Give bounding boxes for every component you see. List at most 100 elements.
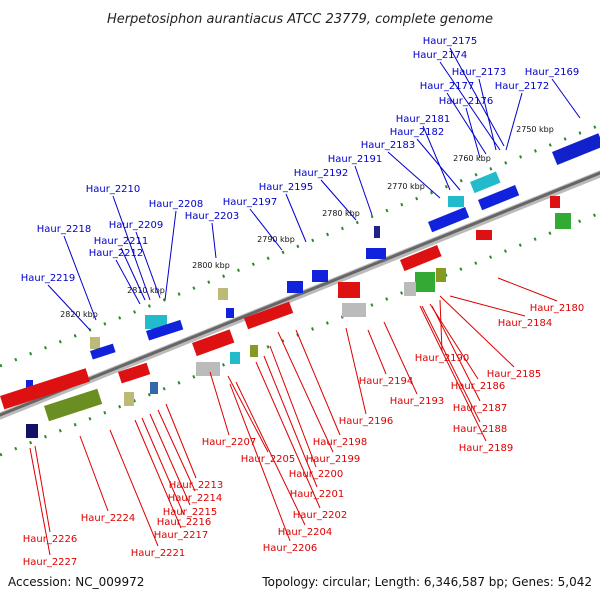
top-gene-label[interactable]: Haur_2173 xyxy=(452,67,507,78)
top-gene-labels: Haur_2175 Haur_2174 Haur_2173 Haur_2169 Haur… xyxy=(21,36,581,331)
top-gene-leader xyxy=(422,125,451,191)
scale-label: 2800 kbp xyxy=(192,261,230,270)
top-gene-leader xyxy=(439,61,501,151)
bottom-gene-leader xyxy=(383,321,418,395)
scale-label: 2810 kbp xyxy=(127,286,165,295)
gene-block xyxy=(0,368,90,410)
bottom-gene-leader xyxy=(141,417,185,516)
bottom-gene-label[interactable]: Haur_2207 xyxy=(202,437,257,448)
top-gene-label[interactable]: Haur_2192 xyxy=(294,168,349,179)
top-gene-leader xyxy=(449,47,505,147)
top-gene-leader xyxy=(387,151,441,199)
bottom-gene-leader xyxy=(109,429,159,547)
top-gene-label[interactable]: Haur_2183 xyxy=(361,140,416,151)
top-gene-leader xyxy=(478,78,497,151)
bottom-gene-leader xyxy=(345,327,367,415)
bottom-gene-label[interactable]: Haur_2199 xyxy=(306,454,361,465)
gene-block xyxy=(555,213,571,229)
scale-label: 2790 kbp xyxy=(257,235,295,244)
gene-block xyxy=(226,308,234,318)
top-gene-label[interactable]: Haur_2174 xyxy=(413,50,468,61)
gene-block xyxy=(26,424,38,438)
bottom-gene-label[interactable]: Haur_2213 xyxy=(169,480,224,491)
gene-block xyxy=(90,337,100,349)
gene-block xyxy=(192,329,235,357)
bottom-gene-label[interactable]: Haur_2216 xyxy=(157,517,212,528)
top-gene-label[interactable]: Haur_2191 xyxy=(328,154,383,165)
bottom-gene-label[interactable]: Haur_2227 xyxy=(23,557,78,568)
gene-block xyxy=(44,388,103,422)
top-gene-label[interactable]: Haur_2177 xyxy=(420,81,475,92)
bottom-gene-label[interactable]: Haur_2193 xyxy=(390,396,445,407)
top-gene-leader xyxy=(285,193,307,243)
scale-label: 2750 kbp xyxy=(516,125,554,134)
bottom-gene-label[interactable]: Haur_2226 xyxy=(23,534,78,545)
top-gene-label[interactable]: Haur_2172 xyxy=(495,81,550,92)
bottom-gene-label[interactable]: Haur_2180 xyxy=(530,303,585,314)
gene-block xyxy=(118,362,151,384)
bottom-gene-leader xyxy=(134,419,182,529)
bottom-gene-label[interactable]: Haur_2185 xyxy=(487,369,542,380)
top-gene-label[interactable]: Haur_2211 xyxy=(94,236,149,247)
bottom-gene-leader xyxy=(295,329,341,436)
top-gene-label[interactable]: Haur_2209 xyxy=(109,220,164,231)
bottom-gene-leader xyxy=(79,435,109,512)
bottom-gene-label[interactable]: Haur_2221 xyxy=(131,548,186,559)
bottom-gene-label[interactable]: Haur_2189 xyxy=(459,443,514,454)
gene-block xyxy=(250,345,258,357)
bottom-gene-label[interactable]: Haur_2201 xyxy=(290,489,345,500)
top-gene-label[interactable]: Haur_2219 xyxy=(21,273,76,284)
bottom-gene-label[interactable]: Haur_2184 xyxy=(498,318,553,329)
top-gene-label[interactable]: Haur_2208 xyxy=(149,199,204,210)
top-gene-label[interactable]: Haur_2169 xyxy=(525,67,580,78)
top-gene-leader xyxy=(112,195,151,301)
top-gene-label[interactable]: Haur_2195 xyxy=(259,182,314,193)
gene-block xyxy=(342,303,366,317)
bottom-gene-label[interactable]: Haur_2215 xyxy=(163,507,218,518)
bottom-gene-label[interactable]: Haur_2206 xyxy=(263,543,318,554)
gene-block xyxy=(415,272,435,292)
bottom-gene-label[interactable]: Haur_2204 xyxy=(278,527,333,538)
top-gene-leader xyxy=(135,231,161,299)
gene-block xyxy=(399,245,442,272)
bottom-gene-label[interactable]: Haur_2198 xyxy=(313,437,368,448)
bottom-gene-label[interactable]: Haur_2190 xyxy=(415,353,470,364)
scale-label: 2770 kbp xyxy=(387,182,425,191)
bottom-gene-label[interactable]: Haur_2186 xyxy=(451,381,506,392)
bottom-gene-label[interactable]: Haur_2187 xyxy=(453,403,508,414)
gene-block xyxy=(550,196,560,208)
top-gene-label[interactable]: Haur_2197 xyxy=(223,197,278,208)
top-gene-leader xyxy=(211,222,217,259)
top-gene-label[interactable]: Haur_2176 xyxy=(439,96,494,107)
top-gene-label[interactable]: Haur_2181 xyxy=(396,114,451,125)
bottom-gene-leader xyxy=(419,305,487,442)
top-gene-label[interactable]: Haur_2182 xyxy=(390,127,445,138)
top-gene-label[interactable]: Haur_2203 xyxy=(185,211,240,222)
bottom-gene-label[interactable]: Haur_2194 xyxy=(359,376,414,387)
bottom-gene-label[interactable]: Haur_2196 xyxy=(339,416,394,427)
gene-block xyxy=(287,281,303,293)
bottom-gene-leader xyxy=(421,305,481,423)
bottom-gene-leader xyxy=(431,305,481,402)
scale-labels: 2750 kbp 2760 kbp 2770 kbp 2780 kbp 2790… xyxy=(60,125,554,319)
top-gene-leader xyxy=(551,78,581,119)
gene-block xyxy=(230,352,240,364)
top-gene-label[interactable]: Haur_2175 xyxy=(423,36,478,47)
bottom-gene-label[interactable]: Haur_2224 xyxy=(81,513,136,524)
bottom-gene-leader xyxy=(157,409,196,492)
bottom-gene-leader xyxy=(34,445,51,533)
bottom-gene-label[interactable]: Haur_2200 xyxy=(289,469,344,480)
top-gene-leader xyxy=(249,208,283,251)
bottom-gene-label[interactable]: Haur_2202 xyxy=(293,510,348,521)
genome-backbone-core xyxy=(0,171,600,417)
top-gene-leader xyxy=(505,92,523,151)
top-gene-leader xyxy=(446,92,487,155)
top-gene-label[interactable]: Haur_2218 xyxy=(37,224,92,235)
top-gene-label[interactable]: Haur_2210 xyxy=(86,184,141,195)
bottom-gene-label[interactable]: Haur_2205 xyxy=(241,454,296,465)
bottom-gene-label[interactable]: Haur_2214 xyxy=(168,493,223,504)
top-gene-label[interactable]: Haur_2212 xyxy=(89,248,144,259)
bottom-gene-leader xyxy=(227,375,269,453)
bottom-gene-label[interactable]: Haur_2217 xyxy=(154,530,209,541)
